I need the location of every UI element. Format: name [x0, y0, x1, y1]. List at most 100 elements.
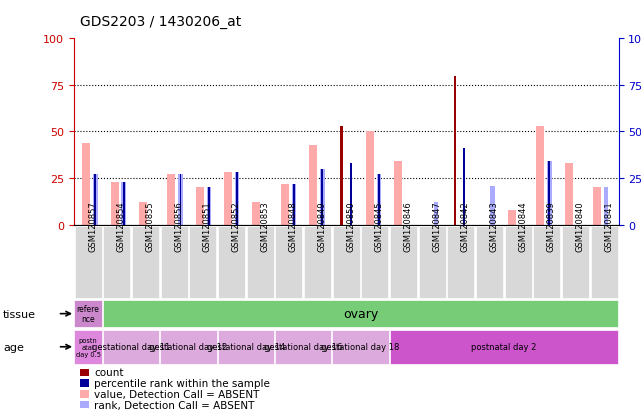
Bar	[74, 301, 102, 327]
Text: GSM120851: GSM120851	[203, 201, 212, 252]
Bar	[237, 173, 238, 225]
Bar	[292, 184, 296, 225]
Text: GDS2203 / 1430206_at: GDS2203 / 1430206_at	[80, 15, 242, 29]
Text: value, Detection Call = ABSENT: value, Detection Call = ABSENT	[94, 389, 260, 399]
Bar	[275, 227, 303, 298]
Bar	[593, 188, 601, 225]
Bar	[549, 162, 550, 225]
Text: GSM120856: GSM120856	[174, 201, 183, 252]
Bar	[504, 227, 531, 298]
Bar	[93, 175, 97, 225]
Bar	[321, 169, 323, 225]
Bar	[537, 126, 544, 225]
Bar	[103, 330, 159, 364]
Bar	[591, 227, 618, 298]
Bar	[463, 149, 465, 225]
Text: gestational day 16: gestational day 16	[264, 342, 342, 351]
Text: GSM120848: GSM120848	[289, 201, 298, 252]
Bar	[565, 164, 572, 225]
Text: GSM120849: GSM120849	[317, 201, 326, 252]
Bar	[179, 175, 181, 225]
Bar	[178, 175, 183, 225]
Bar	[562, 227, 589, 298]
Bar	[80, 369, 89, 376]
Text: GSM120843: GSM120843	[490, 201, 499, 252]
Bar	[74, 330, 102, 364]
Bar	[340, 126, 343, 225]
Bar	[476, 227, 503, 298]
Text: GSM120852: GSM120852	[231, 201, 240, 252]
Text: GSM120855: GSM120855	[146, 201, 154, 252]
Text: count: count	[94, 368, 124, 377]
Bar	[333, 227, 360, 298]
Bar	[547, 162, 552, 225]
Text: GSM120840: GSM120840	[576, 201, 585, 252]
Text: GSM120839: GSM120839	[547, 201, 556, 252]
Bar	[208, 188, 210, 225]
Bar	[139, 203, 147, 225]
Bar	[74, 227, 101, 298]
Bar	[167, 175, 175, 225]
Bar	[350, 164, 351, 225]
Bar	[333, 330, 388, 364]
Bar	[94, 175, 96, 225]
Bar	[121, 183, 126, 225]
Text: gestational day 18: gestational day 18	[321, 342, 400, 351]
Bar	[253, 203, 260, 225]
Bar	[281, 184, 289, 225]
Bar	[103, 227, 130, 298]
Text: postn
atal
day 0.5: postn atal day 0.5	[76, 337, 101, 357]
Bar	[80, 401, 89, 408]
Text: GSM120857: GSM120857	[88, 201, 97, 252]
Bar	[80, 380, 89, 387]
Bar	[80, 390, 89, 398]
Text: GSM120854: GSM120854	[117, 201, 126, 252]
Bar	[218, 330, 274, 364]
Text: GSM120842: GSM120842	[461, 201, 470, 252]
Bar	[218, 227, 245, 298]
Bar	[247, 227, 274, 298]
Text: gestational day 12: gestational day 12	[149, 342, 228, 351]
Bar	[82, 143, 90, 225]
Text: GSM120850: GSM120850	[346, 201, 355, 252]
Bar	[132, 227, 159, 298]
Text: postnatal day 2: postnatal day 2	[471, 342, 537, 351]
Bar	[508, 210, 516, 225]
Text: GSM120853: GSM120853	[260, 201, 269, 252]
Bar	[275, 330, 331, 364]
Text: GSM120841: GSM120841	[604, 201, 613, 252]
Bar	[377, 175, 381, 225]
Bar	[433, 203, 438, 225]
Bar	[454, 76, 456, 225]
Text: GSM120844: GSM120844	[518, 201, 527, 252]
Text: gestational day 14: gestational day 14	[206, 342, 285, 351]
Text: tissue: tissue	[3, 309, 36, 319]
Bar	[111, 183, 119, 225]
Bar	[320, 169, 324, 225]
Bar	[533, 227, 560, 298]
Bar	[447, 227, 474, 298]
Bar	[419, 227, 445, 298]
Bar	[235, 173, 240, 225]
Bar	[304, 227, 331, 298]
Bar	[378, 175, 380, 225]
Text: gestational day 11: gestational day 11	[92, 342, 171, 351]
Bar	[161, 227, 188, 298]
Text: percentile rank within the sample: percentile rank within the sample	[94, 378, 270, 388]
Text: GSM120845: GSM120845	[375, 201, 384, 252]
Bar	[189, 227, 216, 298]
Bar	[390, 227, 417, 298]
Bar	[123, 183, 124, 225]
Text: GSM120847: GSM120847	[432, 201, 441, 252]
Bar	[160, 330, 217, 364]
Text: age: age	[3, 342, 24, 352]
Text: GSM120846: GSM120846	[403, 201, 413, 252]
Bar	[206, 188, 211, 225]
Text: refere
nce: refere nce	[77, 304, 99, 323]
Bar	[309, 145, 317, 225]
Bar	[490, 186, 495, 225]
Bar	[390, 330, 618, 364]
Text: ovary: ovary	[343, 307, 378, 320]
Bar	[604, 188, 608, 225]
Bar	[196, 188, 204, 225]
